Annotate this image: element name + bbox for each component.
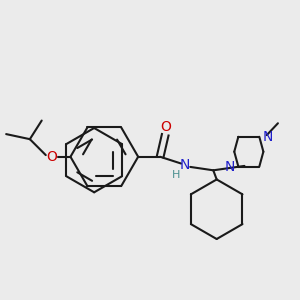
Text: N: N xyxy=(262,130,273,144)
Text: O: O xyxy=(160,120,171,134)
Text: O: O xyxy=(46,150,57,164)
Text: N: N xyxy=(179,158,190,172)
Text: H: H xyxy=(172,170,180,180)
Text: N: N xyxy=(225,160,235,174)
